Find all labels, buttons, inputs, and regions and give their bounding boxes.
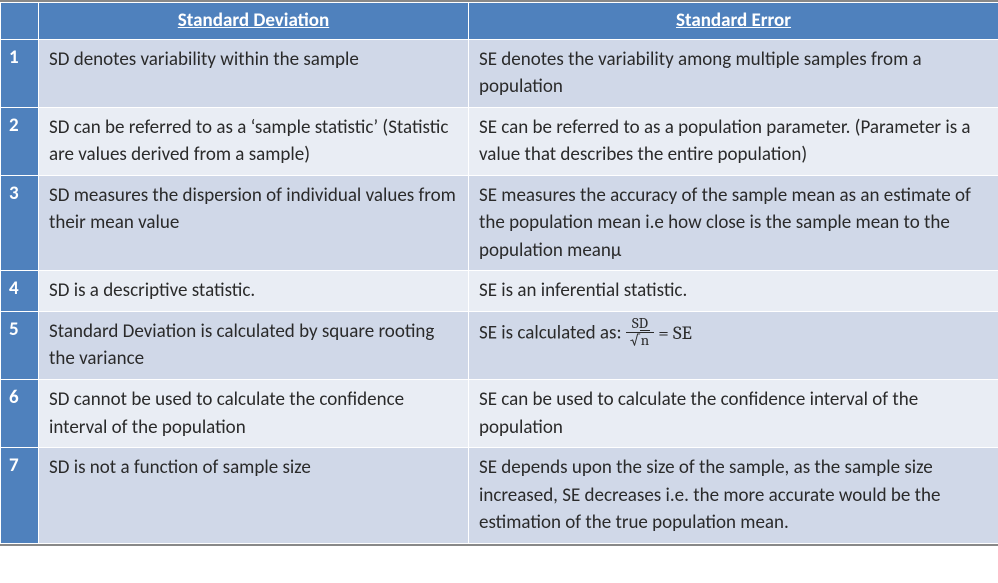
row-number: 2	[1, 107, 39, 175]
se-cell: SE denotes the variability among multipl…	[469, 39, 998, 107]
row-number: 6	[1, 380, 39, 448]
table-row: 3 SD measures the dispersion of individu…	[1, 175, 998, 271]
table-row: 2 SD can be referred to as a ‘sample sta…	[1, 107, 998, 175]
row-number: 7	[1, 448, 39, 544]
sd-cell: SD denotes variability within the sample	[39, 39, 469, 107]
sd-cell: SD can be referred to as a ‘sample stati…	[39, 107, 469, 175]
sd-cell: SD is not a function of sample size	[39, 448, 469, 544]
sd-cell: SD is a descriptive statistic.	[39, 271, 469, 312]
sd-cell: SD cannot be used to calculate the confi…	[39, 380, 469, 448]
sd-cell: Standard Deviation is calculated by squa…	[39, 311, 469, 379]
se-cell: SE is an inferential statistic.	[469, 271, 998, 312]
se-cell: SE measures the accuracy of the sample m…	[469, 175, 998, 271]
row-number: 5	[1, 311, 39, 379]
comparison-table-container: Standard Deviation Standard Error 1 SD d…	[0, 0, 998, 546]
se-cell: SE is calculated as: SDn = SE	[469, 311, 998, 379]
se-formula: SDn = SE	[626, 322, 692, 344]
se-cell: SE can be referred to as a population pa…	[469, 107, 998, 175]
table-row: 7 SD is not a function of sample size SE…	[1, 448, 998, 544]
table-row: 5 Standard Deviation is calculated by sq…	[1, 311, 998, 379]
se-formula-prefix: SE is calculated as:	[479, 322, 626, 345]
table-row: 4 SD is a descriptive statistic. SE is a…	[1, 271, 998, 312]
header-se: Standard Error	[469, 3, 998, 40]
comparison-table: Standard Deviation Standard Error 1 SD d…	[0, 2, 998, 544]
se-cell: SE depends upon the size of the sample, …	[469, 448, 998, 544]
row-number: 1	[1, 39, 39, 107]
header-blank	[1, 3, 39, 40]
table-row: 6 SD cannot be used to calculate the con…	[1, 380, 998, 448]
table-row: 1 SD denotes variability within the samp…	[1, 39, 998, 107]
se-cell: SE can be used to calculate the confiden…	[469, 380, 998, 448]
header-row: Standard Deviation Standard Error	[1, 3, 998, 40]
header-sd: Standard Deviation	[39, 3, 469, 40]
row-number: 4	[1, 271, 39, 312]
row-number: 3	[1, 175, 39, 271]
sd-cell: SD measures the dispersion of individual…	[39, 175, 469, 271]
